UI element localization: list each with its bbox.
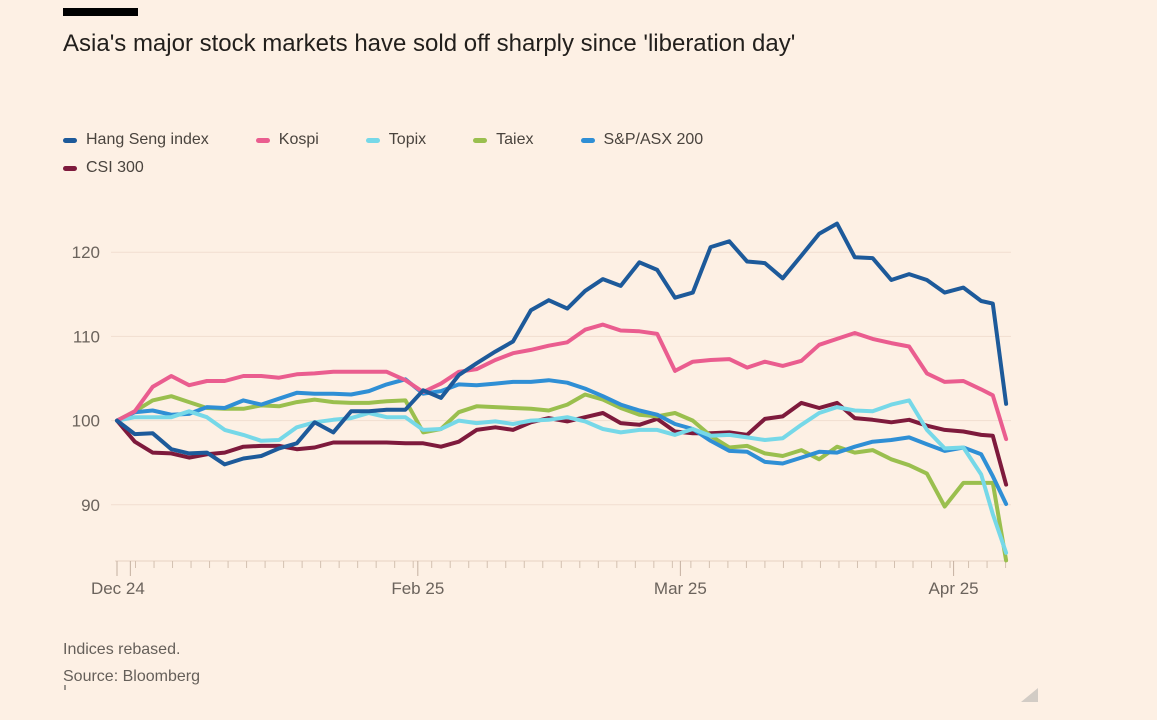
legend-swatch-icon (580, 137, 595, 143)
x-axis-tick-label: Dec 24 (91, 579, 145, 598)
legend-swatch-icon (63, 137, 77, 143)
legend-row: CSI 300 (63, 159, 983, 177)
series-line-taiex (115, 392, 1009, 563)
series-line-topix (115, 398, 1009, 555)
resize-handle-icon[interactable] (1021, 688, 1038, 702)
footer-note: Indices rebased. (63, 641, 181, 658)
y-axis-tick-label: 100 (72, 412, 100, 431)
footer-source: Source: Bloomberg (63, 668, 200, 685)
legend-item-hang-seng-index: Hang Seng index (63, 131, 209, 149)
legend-label: S&P/ASX 200 (603, 131, 704, 148)
y-axis-tick-label: 110 (73, 327, 100, 346)
series-line-hang-seng-index (115, 221, 1009, 467)
series-line-csi-300 (115, 400, 1009, 487)
legend-item-topix: Topix (365, 131, 427, 149)
legend-swatch-icon (63, 165, 77, 171)
x-axis-tick-label: Feb 25 (391, 579, 444, 598)
legend-item-kospi: Kospi (255, 131, 319, 149)
legend-label: Kospi (278, 131, 319, 148)
chart-legend: Hang Seng index Kospi Topix Taiex S&P/ASX 20… (63, 131, 983, 187)
stray-mark (64, 685, 66, 690)
legend-item-taiex: Taiex (473, 131, 534, 149)
legend-row: Hang Seng index Kospi Topix Taiex S&P/ASX 20… (63, 131, 983, 149)
line-chart: 90 100 110 120 Dec 24 Feb 25 Mar 25 Apr 25 (72, 221, 1011, 598)
legend-item-csi-300: CSI 300 (63, 159, 144, 177)
y-axis-tick-label: 120 (72, 243, 100, 262)
legend-label: Taiex (496, 131, 534, 148)
legend-swatch-icon (255, 137, 270, 143)
legend-label: CSI 300 (86, 159, 144, 176)
legend-label: Topix (388, 131, 427, 148)
y-axis-tick-label: 90 (81, 496, 100, 515)
legend-label: Hang Seng index (86, 131, 209, 148)
chart-footer: Indices rebased. Source: Bloomberg (63, 636, 200, 690)
kicker-bar (63, 8, 138, 16)
x-axis-tick-label: Mar 25 (654, 579, 707, 598)
legend-swatch-icon (365, 137, 380, 143)
series-line-s-p-asx-200 (115, 377, 1009, 506)
legend-swatch-icon (473, 137, 488, 143)
legend-item-s-p-asx-200: S&P/ASX 200 (580, 131, 704, 149)
series-line-kospi (115, 322, 1009, 442)
x-axis-tick-label: Apr 25 (929, 579, 979, 598)
chart-title: Asia's major stock markets have sold off… (63, 30, 796, 57)
